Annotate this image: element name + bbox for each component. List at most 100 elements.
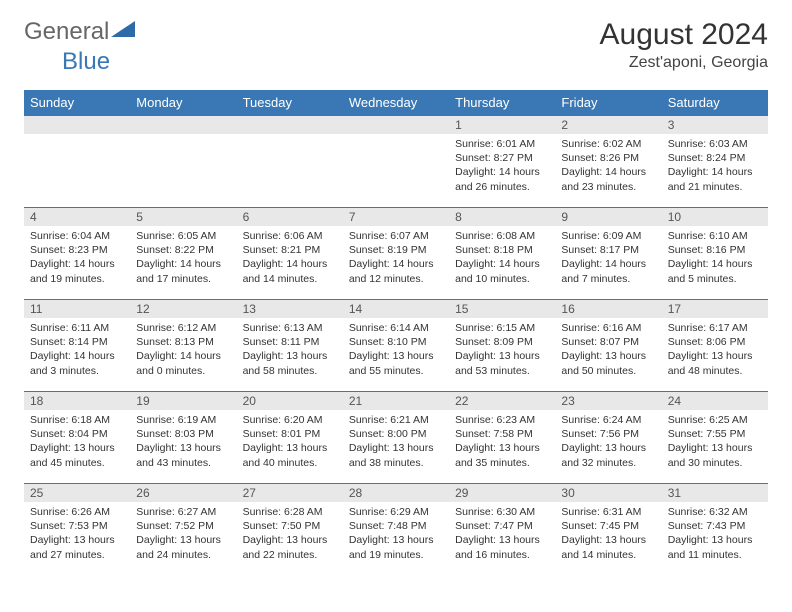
- day-body: Sunrise: 6:11 AMSunset: 8:14 PMDaylight:…: [24, 318, 130, 381]
- sunrise-text: Sunrise: 6:17 AM: [668, 321, 762, 335]
- daylight-text: Daylight: 14 hours and 0 minutes.: [136, 349, 230, 377]
- sunset-text: Sunset: 8:04 PM: [30, 427, 124, 441]
- calendar-cell: 27Sunrise: 6:28 AMSunset: 7:50 PMDayligh…: [237, 484, 343, 576]
- sunset-text: Sunset: 8:06 PM: [668, 335, 762, 349]
- calendar-cell: [24, 116, 130, 208]
- calendar-week: 18Sunrise: 6:18 AMSunset: 8:04 PMDayligh…: [24, 392, 768, 484]
- day-number: 7: [343, 208, 449, 226]
- sunset-text: Sunset: 7:58 PM: [455, 427, 549, 441]
- day-body: Sunrise: 6:04 AMSunset: 8:23 PMDaylight:…: [24, 226, 130, 289]
- sunset-text: Sunset: 7:55 PM: [668, 427, 762, 441]
- daylight-text: Daylight: 13 hours and 45 minutes.: [30, 441, 124, 469]
- calendar-cell: 26Sunrise: 6:27 AMSunset: 7:52 PMDayligh…: [130, 484, 236, 576]
- calendar-cell: 30Sunrise: 6:31 AMSunset: 7:45 PMDayligh…: [555, 484, 661, 576]
- day-number: 12: [130, 300, 236, 318]
- day-number: 9: [555, 208, 661, 226]
- sunrise-text: Sunrise: 6:29 AM: [349, 505, 443, 519]
- day-body: Sunrise: 6:21 AMSunset: 8:00 PMDaylight:…: [343, 410, 449, 473]
- sunset-text: Sunset: 8:17 PM: [561, 243, 655, 257]
- daylight-text: Daylight: 13 hours and 35 minutes.: [455, 441, 549, 469]
- calendar-cell: 13Sunrise: 6:13 AMSunset: 8:11 PMDayligh…: [237, 300, 343, 392]
- sunset-text: Sunset: 8:03 PM: [136, 427, 230, 441]
- calendar-cell: 20Sunrise: 6:20 AMSunset: 8:01 PMDayligh…: [237, 392, 343, 484]
- sunrise-text: Sunrise: 6:20 AM: [243, 413, 337, 427]
- daylight-text: Daylight: 13 hours and 43 minutes.: [136, 441, 230, 469]
- day-body: Sunrise: 6:23 AMSunset: 7:58 PMDaylight:…: [449, 410, 555, 473]
- sunrise-text: Sunrise: 6:25 AM: [668, 413, 762, 427]
- day-number: 28: [343, 484, 449, 502]
- calendar-cell: 4Sunrise: 6:04 AMSunset: 8:23 PMDaylight…: [24, 208, 130, 300]
- sunset-text: Sunset: 7:52 PM: [136, 519, 230, 533]
- daylight-text: Daylight: 13 hours and 55 minutes.: [349, 349, 443, 377]
- daylight-text: Daylight: 13 hours and 40 minutes.: [243, 441, 337, 469]
- day-body: Sunrise: 6:09 AMSunset: 8:17 PMDaylight:…: [555, 226, 661, 289]
- calendar-week: 4Sunrise: 6:04 AMSunset: 8:23 PMDaylight…: [24, 208, 768, 300]
- daylight-text: Daylight: 13 hours and 30 minutes.: [668, 441, 762, 469]
- daylight-text: Daylight: 14 hours and 12 minutes.: [349, 257, 443, 285]
- day-number: 20: [237, 392, 343, 410]
- day-number: 16: [555, 300, 661, 318]
- daylight-text: Daylight: 13 hours and 58 minutes.: [243, 349, 337, 377]
- day-body: Sunrise: 6:30 AMSunset: 7:47 PMDaylight:…: [449, 502, 555, 565]
- daylight-text: Daylight: 14 hours and 14 minutes.: [243, 257, 337, 285]
- day-body: Sunrise: 6:24 AMSunset: 7:56 PMDaylight:…: [555, 410, 661, 473]
- calendar-cell: 14Sunrise: 6:14 AMSunset: 8:10 PMDayligh…: [343, 300, 449, 392]
- daylight-text: Daylight: 13 hours and 48 minutes.: [668, 349, 762, 377]
- sunrise-text: Sunrise: 6:02 AM: [561, 137, 655, 151]
- sunrise-text: Sunrise: 6:15 AM: [455, 321, 549, 335]
- day-number: 25: [24, 484, 130, 502]
- logo-text-blue: Blue: [62, 48, 110, 75]
- calendar-cell: 1Sunrise: 6:01 AMSunset: 8:27 PMDaylight…: [449, 116, 555, 208]
- day-body: Sunrise: 6:16 AMSunset: 8:07 PMDaylight:…: [555, 318, 661, 381]
- day-number: 24: [662, 392, 768, 410]
- daylight-text: Daylight: 14 hours and 19 minutes.: [30, 257, 124, 285]
- daylight-text: Daylight: 14 hours and 17 minutes.: [136, 257, 230, 285]
- day-header: Sunday: [24, 90, 130, 116]
- calendar-cell: 7Sunrise: 6:07 AMSunset: 8:19 PMDaylight…: [343, 208, 449, 300]
- daylight-text: Daylight: 13 hours and 11 minutes.: [668, 533, 762, 561]
- daylight-text: Daylight: 14 hours and 3 minutes.: [30, 349, 124, 377]
- daylight-text: Daylight: 14 hours and 26 minutes.: [455, 165, 549, 193]
- sunrise-text: Sunrise: 6:13 AM: [243, 321, 337, 335]
- day-number: 21: [343, 392, 449, 410]
- day-number: 6: [237, 208, 343, 226]
- calendar-cell: 25Sunrise: 6:26 AMSunset: 7:53 PMDayligh…: [24, 484, 130, 576]
- sunrise-text: Sunrise: 6:28 AM: [243, 505, 337, 519]
- day-number: [237, 116, 343, 134]
- calendar-cell: 8Sunrise: 6:08 AMSunset: 8:18 PMDaylight…: [449, 208, 555, 300]
- sunset-text: Sunset: 7:56 PM: [561, 427, 655, 441]
- sunset-text: Sunset: 7:45 PM: [561, 519, 655, 533]
- calendar-head: SundayMondayTuesdayWednesdayThursdayFrid…: [24, 90, 768, 116]
- sunset-text: Sunset: 8:26 PM: [561, 151, 655, 165]
- day-body: Sunrise: 6:08 AMSunset: 8:18 PMDaylight:…: [449, 226, 555, 289]
- day-number: 26: [130, 484, 236, 502]
- calendar-week: 25Sunrise: 6:26 AMSunset: 7:53 PMDayligh…: [24, 484, 768, 576]
- day-body: Sunrise: 6:31 AMSunset: 7:45 PMDaylight:…: [555, 502, 661, 565]
- sunrise-text: Sunrise: 6:08 AM: [455, 229, 549, 243]
- day-body: Sunrise: 6:12 AMSunset: 8:13 PMDaylight:…: [130, 318, 236, 381]
- calendar-cell: 16Sunrise: 6:16 AMSunset: 8:07 PMDayligh…: [555, 300, 661, 392]
- daylight-text: Daylight: 14 hours and 5 minutes.: [668, 257, 762, 285]
- calendar-cell: [130, 116, 236, 208]
- day-header: Saturday: [662, 90, 768, 116]
- day-header: Friday: [555, 90, 661, 116]
- day-body: Sunrise: 6:14 AMSunset: 8:10 PMDaylight:…: [343, 318, 449, 381]
- sunset-text: Sunset: 8:22 PM: [136, 243, 230, 257]
- day-body: Sunrise: 6:26 AMSunset: 7:53 PMDaylight:…: [24, 502, 130, 565]
- sunset-text: Sunset: 7:48 PM: [349, 519, 443, 533]
- sunrise-text: Sunrise: 6:10 AM: [668, 229, 762, 243]
- sunrise-text: Sunrise: 6:16 AM: [561, 321, 655, 335]
- day-body: Sunrise: 6:07 AMSunset: 8:19 PMDaylight:…: [343, 226, 449, 289]
- sunrise-text: Sunrise: 6:18 AM: [30, 413, 124, 427]
- sunset-text: Sunset: 8:09 PM: [455, 335, 549, 349]
- day-header: Wednesday: [343, 90, 449, 116]
- day-number: 10: [662, 208, 768, 226]
- calendar-cell: 19Sunrise: 6:19 AMSunset: 8:03 PMDayligh…: [130, 392, 236, 484]
- daylight-text: Daylight: 13 hours and 14 minutes.: [561, 533, 655, 561]
- day-number: 30: [555, 484, 661, 502]
- day-body: Sunrise: 6:03 AMSunset: 8:24 PMDaylight:…: [662, 134, 768, 197]
- sunrise-text: Sunrise: 6:32 AM: [668, 505, 762, 519]
- calendar-cell: 12Sunrise: 6:12 AMSunset: 8:13 PMDayligh…: [130, 300, 236, 392]
- sunset-text: Sunset: 8:14 PM: [30, 335, 124, 349]
- sunrise-text: Sunrise: 6:11 AM: [30, 321, 124, 335]
